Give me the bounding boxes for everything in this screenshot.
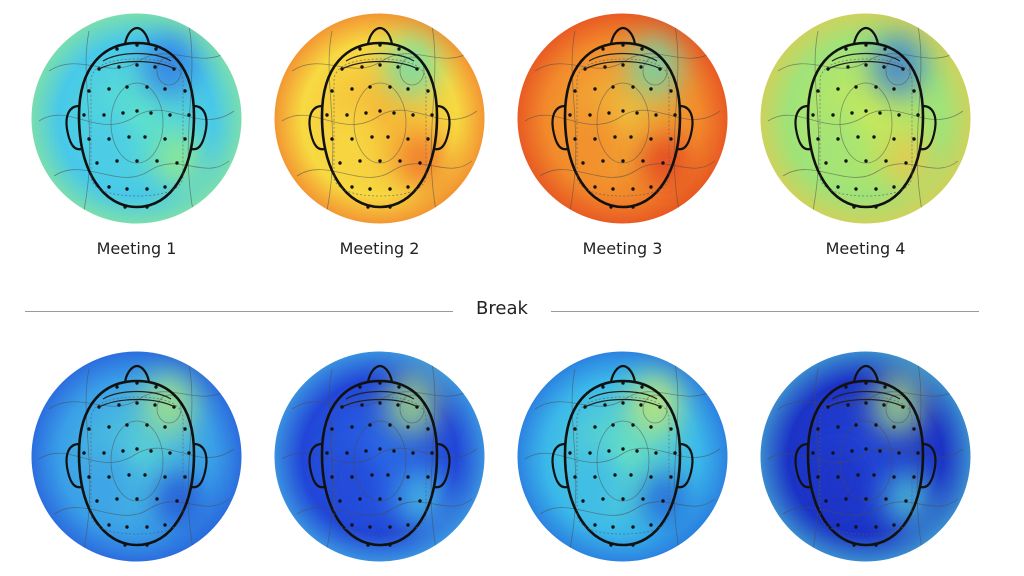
topomap-meeting-2: [272, 11, 487, 226]
label-meeting-2: Meeting 2: [339, 239, 420, 258]
break-label: Break: [476, 298, 528, 319]
topomap-meeting-4: [758, 11, 973, 226]
topomap-meeting-3: [515, 11, 730, 226]
topomap-after-break-3: [515, 349, 730, 564]
topomap-meeting-1: [29, 11, 244, 226]
label-meeting-3: Meeting 3: [582, 239, 663, 258]
label-meeting-4: Meeting 4: [825, 239, 906, 258]
topomap-after-break-1: [29, 349, 244, 564]
break-line-left: [25, 311, 453, 312]
break-line-right: [551, 311, 979, 312]
topomap-after-break-2: [272, 349, 487, 564]
topomap-after-break-4: [758, 349, 973, 564]
label-meeting-1: Meeting 1: [96, 239, 177, 258]
